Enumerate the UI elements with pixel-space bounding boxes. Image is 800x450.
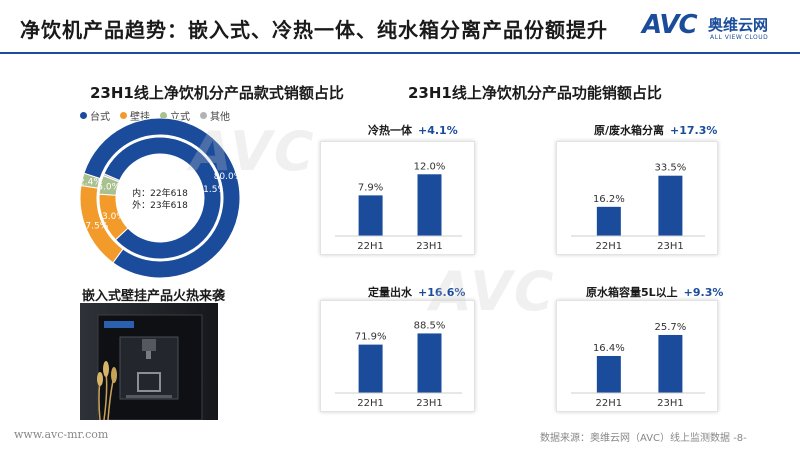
donut-outer-slice-2 xyxy=(80,172,101,189)
donut-inner-label-0: 81.5% xyxy=(197,185,226,195)
water-tank-category-label-23H1: 23H1 xyxy=(657,241,684,252)
panel-title-hot-cold: 冷热一体 xyxy=(368,124,412,137)
legend-swatch xyxy=(80,112,87,119)
panel-caption-quantitative: 定量出水 +16.6% xyxy=(368,284,465,300)
donut-outer-slice-0 xyxy=(83,118,240,278)
panel-delta-quantitative: +16.6% xyxy=(418,286,466,299)
legend-swatch xyxy=(160,112,167,119)
avc-logo: AVC 奥维云网 ALL VIEW CLOUD xyxy=(642,10,792,48)
tank-capacity-value-label-22H1: 16.4% xyxy=(593,343,625,354)
donut-inner-slice-3 xyxy=(102,173,121,183)
hot-cold-category-label-23H1: 23H1 xyxy=(416,241,443,252)
donut-inner-label-1: 13.0% xyxy=(96,212,125,222)
water-tank-value-label-23H1: 33.5% xyxy=(655,163,687,174)
built-in-dispenser-illustration xyxy=(80,303,218,420)
panel-caption-tank-capacity: 原水箱容量5L以上 +9.3% xyxy=(586,284,723,300)
quantitative-bar-23H1 xyxy=(417,333,442,393)
quantitative-category-label-23H1: 23H1 xyxy=(416,398,443,409)
panel-caption-hot-cold: 冷热一体 +4.1% xyxy=(368,122,458,138)
header-divider xyxy=(0,52,800,54)
hot-cold-value-label-23H1: 12.0% xyxy=(414,161,446,172)
header: 净饮机产品趋势：嵌入式、冷热一体、纯水箱分离产品份额提升 xyxy=(0,0,800,56)
panel-title-water-tank: 原/废水箱分离 xyxy=(594,124,665,137)
legend-label: 壁挂 xyxy=(130,112,150,123)
hot-cold-bar-22H1 xyxy=(358,195,383,236)
logo-en: ALL VIEW CLOUD xyxy=(710,34,769,41)
hot-cold-bar-23H1 xyxy=(417,174,442,236)
panel-title-tank-capacity: 原水箱容量5L以上 xyxy=(586,286,678,299)
hot-cold-value-label-22H1: 7.9% xyxy=(358,182,383,193)
footer-url: www.avc-mr.com xyxy=(14,428,109,441)
bar-chart-quantitative: 71.9% 22H1 88.5% 23H1 xyxy=(335,320,462,409)
product-photo xyxy=(80,303,218,420)
panel-delta-tank-capacity: +9.3% xyxy=(683,286,724,299)
legend-swatch xyxy=(120,112,127,119)
legend-item: 立式 xyxy=(160,108,190,123)
page-title: 净饮机产品趋势：嵌入式、冷热一体、纯水箱分离产品份额提升 xyxy=(20,18,608,42)
panel-tank-capacity: 16.4% 22H1 25.7% 23H1 xyxy=(556,300,718,412)
tank-capacity-bar-22H1 xyxy=(596,355,621,393)
footer-source: 数据来源：奥维云网（AVC）线上监测数据 -8- xyxy=(540,433,747,444)
logo-cn: 奥维云网 xyxy=(708,16,769,34)
donut-inner-label-2: 5.0% xyxy=(97,183,120,193)
photo-title: 嵌入式壁挂产品火热来袭 xyxy=(82,289,226,304)
panel-caption-water-tank: 原/废水箱分离 +17.3% xyxy=(594,122,717,138)
tank-capacity-value-label-23H1: 25.7% xyxy=(655,322,687,333)
donut-center-outer-label: 外：23年618 xyxy=(132,199,188,211)
quantitative-value-label-23H1: 88.5% xyxy=(414,320,446,331)
legend-swatch xyxy=(200,112,207,119)
legend-label: 台式 xyxy=(90,112,110,123)
panel-water-tank: 16.2% 22H1 33.5% 23H1 xyxy=(556,141,718,255)
donut-legend: 台式 壁挂 立式 其他 xyxy=(80,108,230,123)
tank-capacity-category-label-23H1: 23H1 xyxy=(657,398,684,409)
bar-chart-water-tank: 16.2% 22H1 33.5% 23H1 xyxy=(571,163,705,252)
hot-cold-category-label-22H1: 22H1 xyxy=(357,241,384,252)
panel-hot-cold: 7.9% 22H1 12.0% 23H1 xyxy=(320,141,475,255)
panel-delta-water-tank: +17.3% xyxy=(670,124,718,137)
tank-capacity-bar-23H1 xyxy=(658,334,683,393)
legend-item: 台式 xyxy=(80,108,110,123)
logo-text: AVC xyxy=(642,10,698,40)
tank-capacity-category-label-22H1: 22H1 xyxy=(596,398,623,409)
legend-item: 壁挂 xyxy=(120,108,150,123)
legend-item: 其他 xyxy=(200,108,230,123)
quantitative-bar-22H1 xyxy=(358,344,383,393)
panel-delta-hot-cold: +4.1% xyxy=(418,124,458,137)
style-share-donut-chart: 81.5% 13.0% 5.0% 80.0% 17.5% 2.4% 内：22年618外：23… xyxy=(80,118,240,278)
donut-inner-slice-0 xyxy=(103,136,222,260)
style-share-title: 23H1线上净饮机分产品款式销额占比 xyxy=(90,84,344,102)
water-tank-value-label-22H1: 16.2% xyxy=(593,194,625,205)
panel-title-quantitative: 定量出水 xyxy=(368,286,412,299)
water-tank-bar-22H1 xyxy=(596,206,621,236)
quantitative-category-label-22H1: 22H1 xyxy=(357,398,384,409)
quantitative-value-label-22H1: 71.9% xyxy=(355,332,387,343)
water-tank-category-label-22H1: 22H1 xyxy=(596,241,623,252)
water-tank-bar-23H1 xyxy=(658,175,683,236)
function-share-title: 23H1线上净饮机分产品功能销额占比 xyxy=(408,84,662,102)
donut-outer-label-1: 17.5% xyxy=(80,221,109,231)
donut-outer-label-2: 2.4% xyxy=(80,177,102,187)
bar-chart-hot-cold: 7.9% 22H1 12.0% 23H1 xyxy=(335,161,462,252)
legend-label: 立式 xyxy=(170,112,190,123)
bar-chart-tank-capacity: 16.4% 22H1 25.7% 23H1 xyxy=(571,322,705,409)
legend-label: 其他 xyxy=(210,112,230,123)
donut-center-inner-label: 内：22年618 xyxy=(132,187,188,199)
donut-outer-label-0: 80.0% xyxy=(214,172,240,182)
panel-quantitative: 71.9% 22H1 88.5% 23H1 xyxy=(320,300,475,412)
